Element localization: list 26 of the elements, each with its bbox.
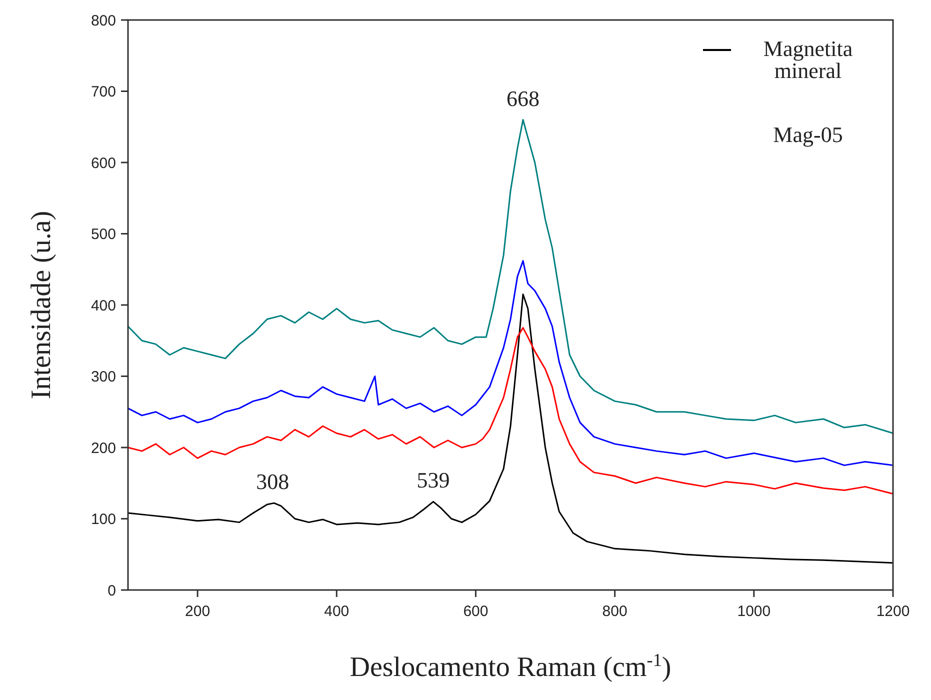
x-tick-label: 1200 bbox=[876, 603, 910, 620]
y-tick-label: 600 bbox=[90, 154, 116, 172]
annotation: 668 bbox=[506, 86, 540, 111]
line-series bbox=[127, 327, 894, 495]
line-series bbox=[127, 260, 894, 466]
x-tick-label: 200 bbox=[185, 603, 210, 620]
y-tick-label: 700 bbox=[90, 84, 116, 100]
y-axis-title: Intensidade (u.a) bbox=[26, 210, 57, 400]
y-tick-label: 300 bbox=[90, 368, 116, 386]
y-tick-label: 400 bbox=[90, 297, 116, 314]
y-tick-label: 0 bbox=[108, 582, 116, 600]
x-tick-label: 1000 bbox=[737, 603, 771, 620]
line-series bbox=[127, 119, 894, 434]
y-tick-label: 100 bbox=[90, 511, 116, 528]
x-tick-label: 600 bbox=[463, 603, 488, 620]
legend-label: Magnetita mineral bbox=[763, 36, 853, 83]
line-series bbox=[127, 294, 894, 564]
annotation: Mag-05 bbox=[773, 122, 843, 147]
y-tick-label: 800 bbox=[90, 12, 116, 30]
x-tick-label: 400 bbox=[324, 603, 350, 620]
x-tick-label: 800 bbox=[602, 603, 628, 620]
y-tick-label: 500 bbox=[90, 226, 116, 243]
x-axis-title: Deslocamento Raman (cm$^{-1}$) bbox=[350, 650, 672, 683]
y-tick-label: 200 bbox=[90, 440, 116, 457]
annotation: 539 bbox=[416, 468, 450, 493]
annotation: 308 bbox=[256, 469, 290, 494]
